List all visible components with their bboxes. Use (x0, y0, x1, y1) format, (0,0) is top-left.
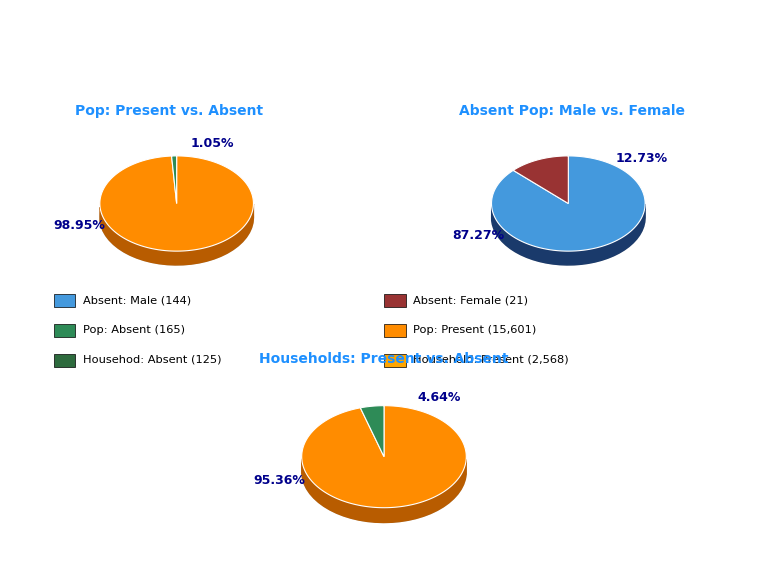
Text: 4.64%: 4.64% (418, 391, 462, 404)
Text: 1.05%: 1.05% (190, 137, 233, 150)
Text: Pop: Absent (165): Pop: Absent (165) (83, 325, 185, 335)
Polygon shape (171, 156, 177, 203)
Polygon shape (100, 170, 253, 265)
Polygon shape (360, 406, 384, 457)
Polygon shape (302, 420, 466, 522)
Text: Pop: Present (15,601): Pop: Present (15,601) (413, 325, 536, 335)
Text: Absent: Female (21): Absent: Female (21) (413, 295, 528, 305)
Text: Households: Present vs. Absent: Households: Present vs. Absent (260, 352, 508, 366)
Text: 87.27%: 87.27% (452, 229, 505, 242)
Text: Househod: Absent (125): Househod: Absent (125) (83, 355, 221, 365)
Polygon shape (513, 156, 568, 203)
Text: 98.95%: 98.95% (53, 219, 105, 232)
Polygon shape (492, 170, 645, 265)
Polygon shape (302, 458, 466, 522)
Polygon shape (492, 204, 645, 265)
Text: 95.36%: 95.36% (253, 473, 306, 487)
Text: Household: Present (2,568): Household: Present (2,568) (413, 355, 569, 365)
Polygon shape (100, 156, 253, 251)
Text: Absent: Male (144): Absent: Male (144) (83, 295, 191, 305)
Polygon shape (100, 204, 253, 265)
Text: 12.73%: 12.73% (616, 151, 667, 165)
Polygon shape (492, 156, 645, 251)
Text: Absent Pop: Male vs. Female: Absent Pop: Male vs. Female (459, 104, 685, 118)
Polygon shape (302, 406, 466, 507)
Text: Pop: Present vs. Absent: Pop: Present vs. Absent (75, 104, 263, 118)
